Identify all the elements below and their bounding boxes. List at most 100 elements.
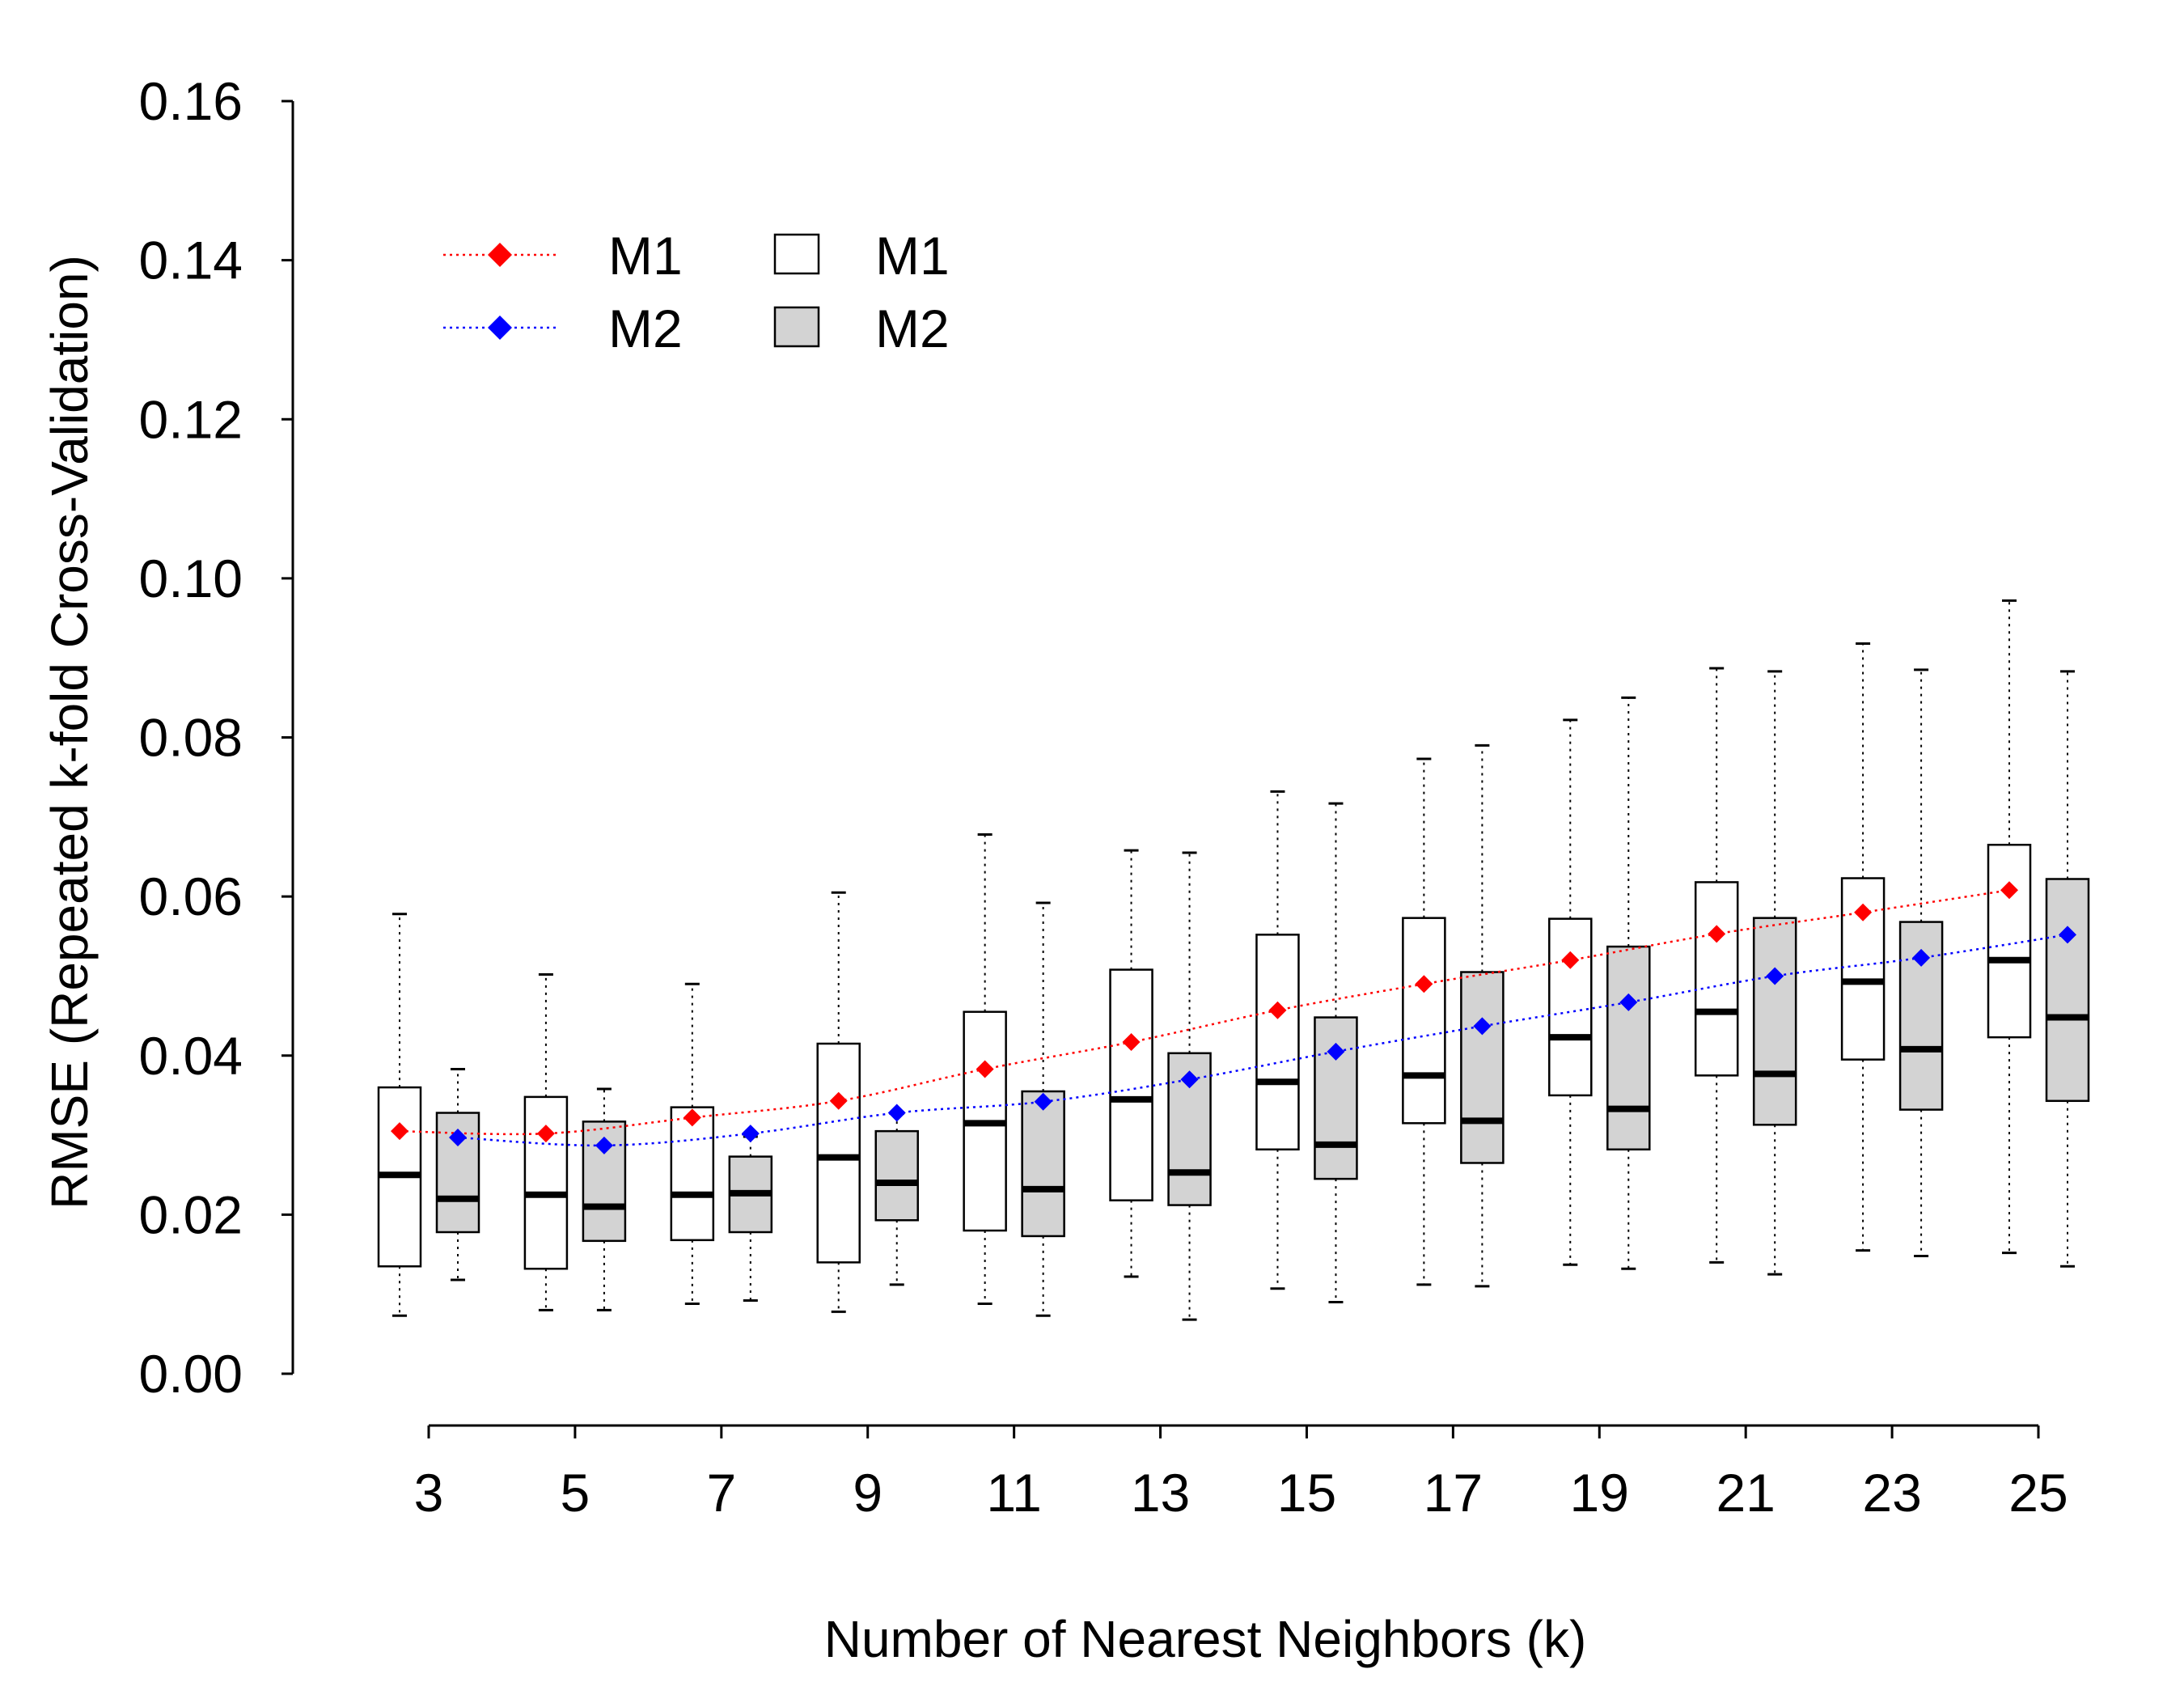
- box-iqr: [1606, 945, 1651, 1151]
- box-k-11: [963, 832, 1007, 1305]
- data-point: [1268, 1001, 1287, 1019]
- box-iqr: [1402, 917, 1446, 1125]
- y-tick-label: 0.04: [139, 1026, 243, 1086]
- legend-line-item: M1: [443, 226, 683, 286]
- box-k-25: [2045, 670, 2090, 1268]
- box-k-9: [874, 1112, 919, 1286]
- data-point: [1619, 993, 1638, 1011]
- legend-label: M2: [875, 299, 950, 358]
- x-tick-label: 5: [561, 1463, 590, 1523]
- y-axis-label: RMSE (Repeated k-fold Cross-Validation): [40, 255, 99, 1209]
- box-iqr: [1752, 917, 1797, 1126]
- data-point: [1415, 975, 1433, 993]
- y-axis: 0.00 0.02 0.04 0.06 0.08 0.10 0.12 0.14 0.16: [139, 71, 294, 1404]
- y-tick-label: 0.14: [139, 231, 243, 290]
- x-tick-label: 9: [853, 1463, 882, 1523]
- y-tick-label: 0.10: [139, 549, 243, 608]
- box-k-5: [523, 972, 569, 1311]
- data-point: [1327, 1042, 1345, 1061]
- data-point: [391, 1122, 408, 1141]
- box-k-5: [582, 1087, 627, 1311]
- box-k-7: [670, 982, 715, 1305]
- y-tick-label: 0.02: [139, 1184, 243, 1244]
- x-tick-label: 3: [414, 1463, 444, 1523]
- box-k-19: [1548, 718, 1593, 1266]
- box-series-m1: [377, 599, 2032, 1317]
- legend-label: M2: [608, 299, 683, 358]
- data-point: [536, 1125, 555, 1143]
- box-k-21: [1694, 667, 1739, 1264]
- box-k-17: [1460, 743, 1505, 1288]
- box-iqr: [816, 1042, 861, 1264]
- box-iqr: [670, 1106, 715, 1242]
- data-point: [1854, 903, 1873, 921]
- x-tick-label: 7: [706, 1463, 736, 1523]
- x-axis: 3 5 7 9 11 13 15 17 19 21 23 25: [414, 1424, 2068, 1523]
- series-line: [457, 934, 2068, 1147]
- box-k-25: [1987, 599, 2032, 1255]
- box-k-17: [1402, 757, 1446, 1286]
- data-point: [1180, 1070, 1199, 1089]
- box-k-11: [1021, 901, 1065, 1317]
- box-iqr: [1548, 917, 1593, 1097]
- box-k-7: [728, 1135, 773, 1303]
- box-iqr: [1460, 971, 1505, 1164]
- x-axis-label: Number of Nearest Neighbors (k): [824, 1610, 1587, 1668]
- y-tick-label: 0.00: [139, 1344, 243, 1404]
- box-iqr: [2045, 878, 2090, 1103]
- x-tick-label: 17: [1424, 1463, 1483, 1523]
- data-point: [1473, 1017, 1492, 1036]
- data-point: [2059, 926, 2076, 944]
- legend-label: M1: [875, 226, 950, 286]
- box-k-13: [1167, 851, 1212, 1321]
- legend-marker: [488, 243, 512, 267]
- data-point: [1034, 1092, 1052, 1111]
- y-tick-label: 0.06: [139, 866, 243, 926]
- box-series-group: [377, 599, 2090, 1321]
- series-line: [399, 889, 2010, 1136]
- box-k-3: [377, 913, 422, 1317]
- box-iqr: [1255, 934, 1300, 1151]
- x-tick-label: 13: [1131, 1463, 1190, 1523]
- data-point: [1708, 925, 1726, 943]
- x-tick-label: 23: [1862, 1463, 1921, 1523]
- data-point: [887, 1104, 906, 1122]
- data-point: [976, 1060, 994, 1078]
- box-iqr: [1694, 881, 1739, 1077]
- box-k-21: [1752, 670, 1797, 1276]
- y-tick-label: 0.12: [139, 389, 243, 449]
- data-point: [1122, 1033, 1141, 1052]
- data-point: [1766, 967, 1784, 985]
- data-point: [2000, 881, 2018, 900]
- box-iqr: [523, 1095, 569, 1270]
- box-iqr: [1987, 843, 2032, 1039]
- line-series-m1: [391, 881, 2018, 1143]
- y-tick-label: 0.16: [139, 71, 243, 131]
- legend-box-item: M1: [773, 226, 950, 286]
- legend-box-swatch: [773, 306, 820, 348]
- box-k-19: [1606, 696, 1651, 1270]
- legend-marker: [488, 316, 512, 340]
- legend-box-item: M2: [773, 299, 950, 358]
- data-point: [595, 1136, 613, 1154]
- legend-label: M1: [608, 226, 683, 286]
- mean-line-series-group: [391, 881, 2076, 1154]
- data-point: [449, 1129, 467, 1147]
- legend-line-item: M2: [443, 299, 683, 358]
- x-tick-label: 25: [2008, 1463, 2068, 1523]
- box-k-3: [435, 1067, 480, 1281]
- box-k-23: [1840, 642, 1886, 1252]
- box-iqr: [874, 1129, 919, 1222]
- data-point: [683, 1108, 701, 1127]
- legend-box-swatch: [773, 233, 820, 275]
- box-iqr: [1314, 1016, 1358, 1180]
- box-iqr: [1167, 1052, 1212, 1206]
- box-iqr: [1109, 968, 1153, 1201]
- data-point: [1561, 951, 1580, 969]
- legend: M1 M2 M1 M2: [443, 226, 950, 358]
- data-point: [829, 1091, 848, 1110]
- x-tick-label: 15: [1277, 1463, 1336, 1523]
- line-series-m2: [449, 926, 2076, 1154]
